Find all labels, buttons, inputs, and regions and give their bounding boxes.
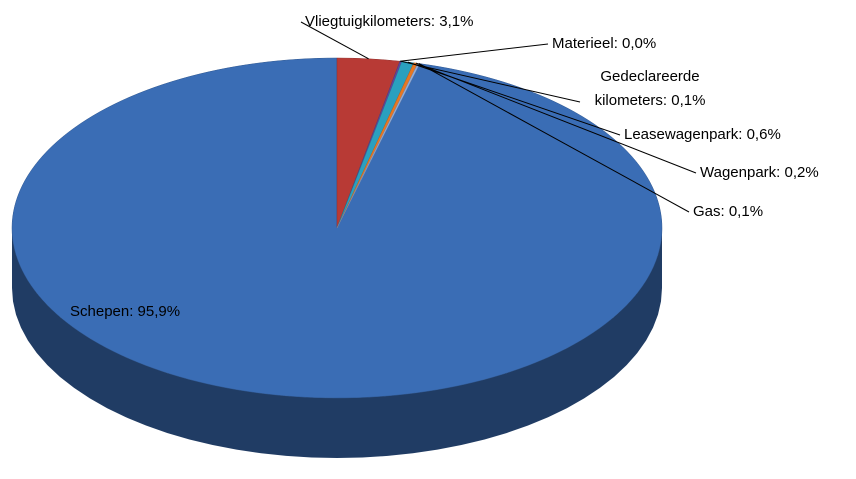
data-label: Gedeclareerde kilometers: 0,1% bbox=[595, 68, 706, 109]
leader-line bbox=[415, 62, 697, 174]
data-label: Gas: 0,1% bbox=[693, 203, 763, 220]
data-label: Vliegtuigkilometers: 3,1% bbox=[305, 13, 473, 30]
leader-line bbox=[399, 43, 549, 62]
label-line: kilometers: 0,1% bbox=[595, 92, 706, 109]
leader-line bbox=[300, 21, 369, 60]
leader-line bbox=[418, 63, 690, 213]
data-label: Leasewagenpark: 0,6% bbox=[624, 126, 781, 143]
pie-side bbox=[12, 228, 662, 458]
data-label: Schepen: 95,9% bbox=[70, 303, 180, 320]
label-line: Gedeclareerde bbox=[600, 68, 699, 85]
data-label: Materieel: 0,0% bbox=[552, 35, 656, 52]
leader-line bbox=[400, 60, 581, 103]
data-label: Wagenpark: 0,2% bbox=[700, 164, 819, 181]
